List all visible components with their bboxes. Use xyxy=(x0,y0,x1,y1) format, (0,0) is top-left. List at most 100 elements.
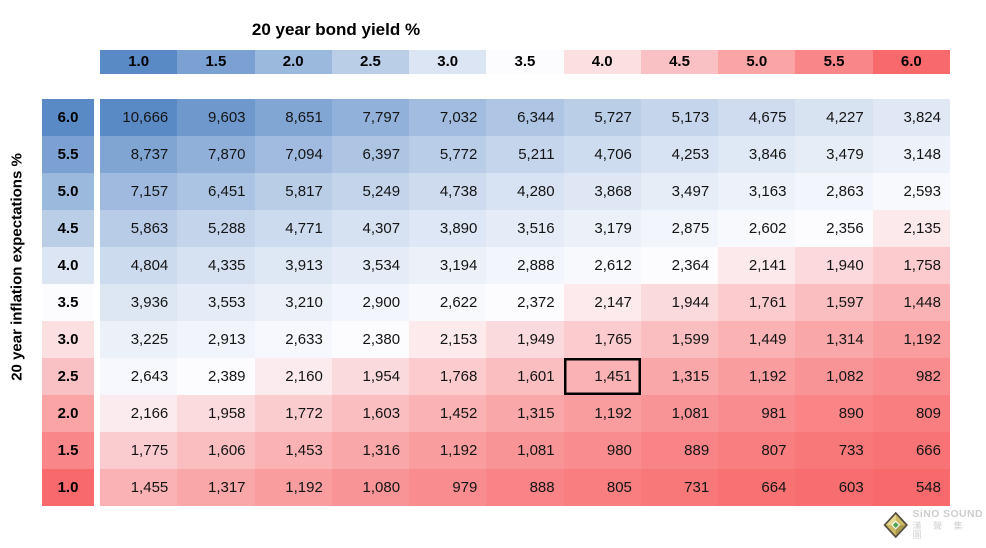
cell-y4.5-x3.0[interactable]: 3,890 xyxy=(409,210,487,247)
cell-y5.5-x2.5[interactable]: 6,397 xyxy=(331,136,410,173)
cell-y3.5-x1.5[interactable]: 3,553 xyxy=(177,284,255,321)
cell-y1.0-x3.5[interactable]: 888 xyxy=(486,469,564,506)
cell-y4.5-x5.0[interactable]: 2,602 xyxy=(718,210,796,247)
cell-y5.5-x3.5[interactable]: 5,211 xyxy=(486,136,564,173)
cell-y2.5-x4.5[interactable]: 1,315 xyxy=(640,358,719,395)
cell-y1.5-x6.0[interactable]: 666 xyxy=(872,432,950,469)
cell-y5.0-x3.5[interactable]: 4,280 xyxy=(486,173,564,210)
cell-y5.5-x5.0[interactable]: 3,846 xyxy=(718,136,796,173)
cell-y3.0-x5.5[interactable]: 1,314 xyxy=(795,321,873,358)
cell-y2.0-x3.0[interactable]: 1,452 xyxy=(409,395,487,432)
cell-y3.0-x6.0[interactable]: 1,192 xyxy=(872,321,950,358)
cell-y6.0-x1.0[interactable]: 10,666 xyxy=(100,99,178,136)
cell-y6.0-x3.5[interactable]: 6,344 xyxy=(486,99,564,136)
selected-cell-y2.5-x4.0[interactable]: 1,451 xyxy=(563,358,641,395)
cell-y2.5-x3.0[interactable]: 1,768 xyxy=(409,358,487,395)
cell-y6.0-x2.5[interactable]: 7,797 xyxy=(331,99,410,136)
cell-y2.0-x5.0[interactable]: 981 xyxy=(718,395,796,432)
cell-y3.5-x5.0[interactable]: 1,761 xyxy=(718,284,796,321)
cell-y1.0-x4.5[interactable]: 731 xyxy=(640,469,719,506)
cell-y3.5-x3.0[interactable]: 2,622 xyxy=(409,284,487,321)
cell-y2.0-x2.5[interactable]: 1,603 xyxy=(331,395,410,432)
cell-y2.5-x1.5[interactable]: 2,389 xyxy=(177,358,255,395)
cell-y6.0-x6.0[interactable]: 3,824 xyxy=(872,99,950,136)
cell-y4.5-x4.5[interactable]: 2,875 xyxy=(640,210,719,247)
cell-y4.5-x4.0[interactable]: 3,179 xyxy=(563,210,641,247)
cell-y4.0-x1.5[interactable]: 4,335 xyxy=(177,247,255,284)
cell-y2.5-x5.5[interactable]: 1,082 xyxy=(795,358,873,395)
cell-y1.0-x3.0[interactable]: 979 xyxy=(409,469,487,506)
cell-y4.5-x3.5[interactable]: 3,516 xyxy=(486,210,564,247)
cell-y6.0-x4.0[interactable]: 5,727 xyxy=(563,99,641,136)
cell-y2.5-x3.5[interactable]: 1,601 xyxy=(486,358,564,395)
cell-y5.0-x5.0[interactable]: 3,163 xyxy=(718,173,796,210)
cell-y4.5-x6.0[interactable]: 2,135 xyxy=(872,210,950,247)
cell-y3.0-x4.5[interactable]: 1,599 xyxy=(640,321,719,358)
cell-y2.0-x6.0[interactable]: 809 xyxy=(872,395,950,432)
cell-y5.0-x1.5[interactable]: 6,451 xyxy=(177,173,255,210)
cell-y6.0-x5.0[interactable]: 4,675 xyxy=(718,99,796,136)
cell-y1.0-x1.5[interactable]: 1,317 xyxy=(177,469,255,506)
cell-y2.0-x1.0[interactable]: 2,166 xyxy=(100,395,178,432)
cell-y1.5-x3.0[interactable]: 1,192 xyxy=(409,432,487,469)
cell-y5.5-x2.0[interactable]: 7,094 xyxy=(254,136,332,173)
cell-y1.5-x2.0[interactable]: 1,453 xyxy=(254,432,332,469)
cell-y3.0-x5.0[interactable]: 1,449 xyxy=(718,321,796,358)
cell-y6.0-x1.5[interactable]: 9,603 xyxy=(177,99,255,136)
cell-y3.0-x1.5[interactable]: 2,913 xyxy=(177,321,255,358)
cell-y4.0-x2.5[interactable]: 3,534 xyxy=(331,247,410,284)
cell-y1.5-x4.5[interactable]: 889 xyxy=(640,432,719,469)
cell-y3.5-x2.5[interactable]: 2,900 xyxy=(331,284,410,321)
cell-y2.0-x3.5[interactable]: 1,315 xyxy=(486,395,564,432)
cell-y2.5-x5.0[interactable]: 1,192 xyxy=(718,358,796,395)
cell-y1.5-x1.5[interactable]: 1,606 xyxy=(177,432,255,469)
cell-y5.5-x4.0[interactable]: 4,706 xyxy=(563,136,641,173)
cell-y6.0-x2.0[interactable]: 8,651 xyxy=(254,99,332,136)
cell-y4.0-x5.5[interactable]: 1,940 xyxy=(795,247,873,284)
cell-y4.0-x5.0[interactable]: 2,141 xyxy=(718,247,796,284)
cell-y4.5-x1.5[interactable]: 5,288 xyxy=(177,210,255,247)
cell-y1.5-x2.5[interactable]: 1,316 xyxy=(331,432,410,469)
cell-y2.0-x2.0[interactable]: 1,772 xyxy=(254,395,332,432)
cell-y1.0-x5.5[interactable]: 603 xyxy=(795,469,873,506)
cell-y2.0-x4.5[interactable]: 1,081 xyxy=(640,395,719,432)
cell-y5.5-x6.0[interactable]: 3,148 xyxy=(872,136,950,173)
cell-y6.0-x3.0[interactable]: 7,032 xyxy=(409,99,487,136)
cell-y1.0-x1.0[interactable]: 1,455 xyxy=(100,469,178,506)
cell-y3.5-x2.0[interactable]: 3,210 xyxy=(254,284,332,321)
cell-y5.0-x6.0[interactable]: 2,593 xyxy=(872,173,950,210)
cell-y4.0-x4.5[interactable]: 2,364 xyxy=(640,247,719,284)
cell-y3.5-x4.5[interactable]: 1,944 xyxy=(640,284,719,321)
cell-y4.5-x5.5[interactable]: 2,356 xyxy=(795,210,873,247)
cell-y2.0-x5.5[interactable]: 890 xyxy=(795,395,873,432)
cell-y5.0-x4.0[interactable]: 3,868 xyxy=(563,173,641,210)
cell-y2.0-x1.5[interactable]: 1,958 xyxy=(177,395,255,432)
cell-y5.5-x5.5[interactable]: 3,479 xyxy=(795,136,873,173)
cell-y1.0-x2.5[interactable]: 1,080 xyxy=(331,469,410,506)
cell-y4.0-x6.0[interactable]: 1,758 xyxy=(872,247,950,284)
cell-y1.5-x5.5[interactable]: 733 xyxy=(795,432,873,469)
cell-y1.0-x6.0[interactable]: 548 xyxy=(872,469,950,506)
cell-y5.5-x1.5[interactable]: 7,870 xyxy=(177,136,255,173)
cell-y5.5-x1.0[interactable]: 8,737 xyxy=(100,136,178,173)
cell-y4.5-x2.0[interactable]: 4,771 xyxy=(254,210,332,247)
cell-y3.0-x3.0[interactable]: 2,153 xyxy=(409,321,487,358)
cell-y2.5-x2.0[interactable]: 2,160 xyxy=(254,358,332,395)
cell-y3.0-x4.0[interactable]: 1,765 xyxy=(563,321,641,358)
cell-y3.0-x1.0[interactable]: 3,225 xyxy=(100,321,178,358)
cell-y1.0-x4.0[interactable]: 805 xyxy=(563,469,641,506)
cell-y1.5-x1.0[interactable]: 1,775 xyxy=(100,432,178,469)
cell-y6.0-x5.5[interactable]: 4,227 xyxy=(795,99,873,136)
cell-y1.5-x4.0[interactable]: 980 xyxy=(563,432,641,469)
cell-y5.0-x2.0[interactable]: 5,817 xyxy=(254,173,332,210)
cell-y5.0-x3.0[interactable]: 4,738 xyxy=(409,173,487,210)
cell-y3.5-x3.5[interactable]: 2,372 xyxy=(486,284,564,321)
cell-y4.5-x2.5[interactable]: 4,307 xyxy=(331,210,410,247)
cell-y4.5-x1.0[interactable]: 5,863 xyxy=(100,210,178,247)
cell-y5.0-x5.5[interactable]: 2,863 xyxy=(795,173,873,210)
cell-y3.5-x4.0[interactable]: 2,147 xyxy=(563,284,641,321)
cell-y1.5-x5.0[interactable]: 807 xyxy=(718,432,796,469)
cell-y3.0-x3.5[interactable]: 1,949 xyxy=(486,321,564,358)
cell-y5.0-x4.5[interactable]: 3,497 xyxy=(640,173,719,210)
cell-y2.5-x1.0[interactable]: 2,643 xyxy=(100,358,178,395)
